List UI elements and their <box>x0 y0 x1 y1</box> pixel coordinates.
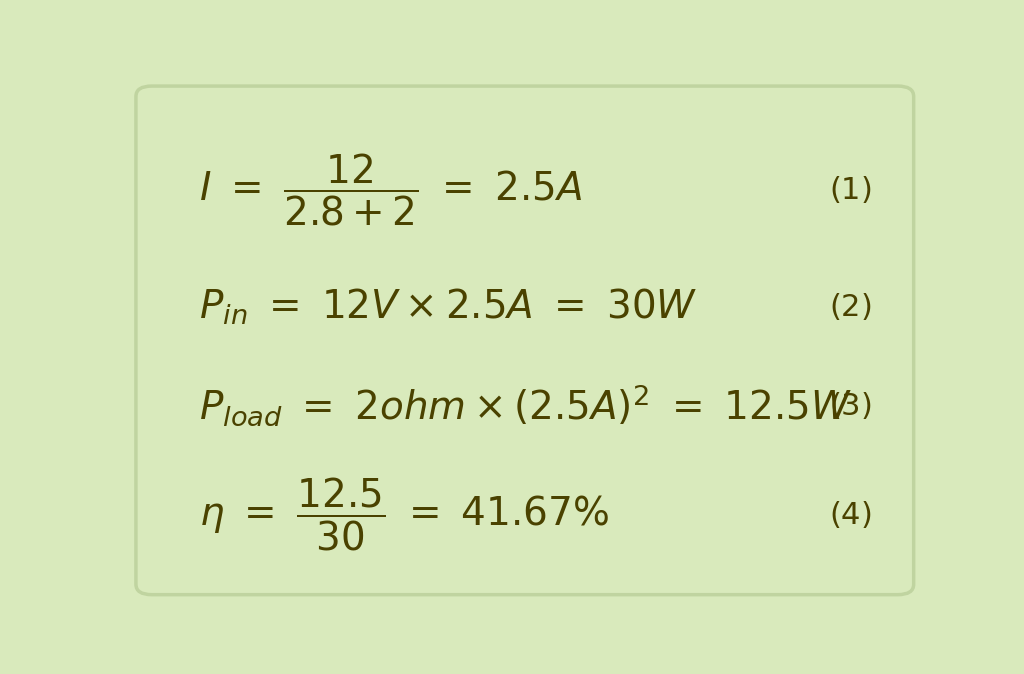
Text: $(3)$: $(3)$ <box>828 390 871 421</box>
Text: $\eta \ = \ \dfrac{12.5}{30} \ = \ 41.67\%$: $\eta \ = \ \dfrac{12.5}{30} \ = \ 41.67… <box>200 476 609 553</box>
Text: $(2)$: $(2)$ <box>828 291 871 322</box>
FancyBboxPatch shape <box>136 86 913 594</box>
Text: $P_{load} \ = \ 2ohm \times (2.5A)^{2} \ = \ 12.5W$: $P_{load} \ = \ 2ohm \times (2.5A)^{2} \… <box>200 383 852 428</box>
Text: $(1)$: $(1)$ <box>828 175 871 206</box>
Text: $I \ = \ \dfrac{12}{2.8 + 2} \ = \ 2.5A$: $I \ = \ \dfrac{12}{2.8 + 2} \ = \ 2.5A$ <box>200 152 583 228</box>
Text: $(4)$: $(4)$ <box>828 499 871 530</box>
Text: $P_{in} \ = \ 12V \times 2.5A \ = \ 30W$: $P_{in} \ = \ 12V \times 2.5A \ = \ 30W$ <box>200 286 698 327</box>
